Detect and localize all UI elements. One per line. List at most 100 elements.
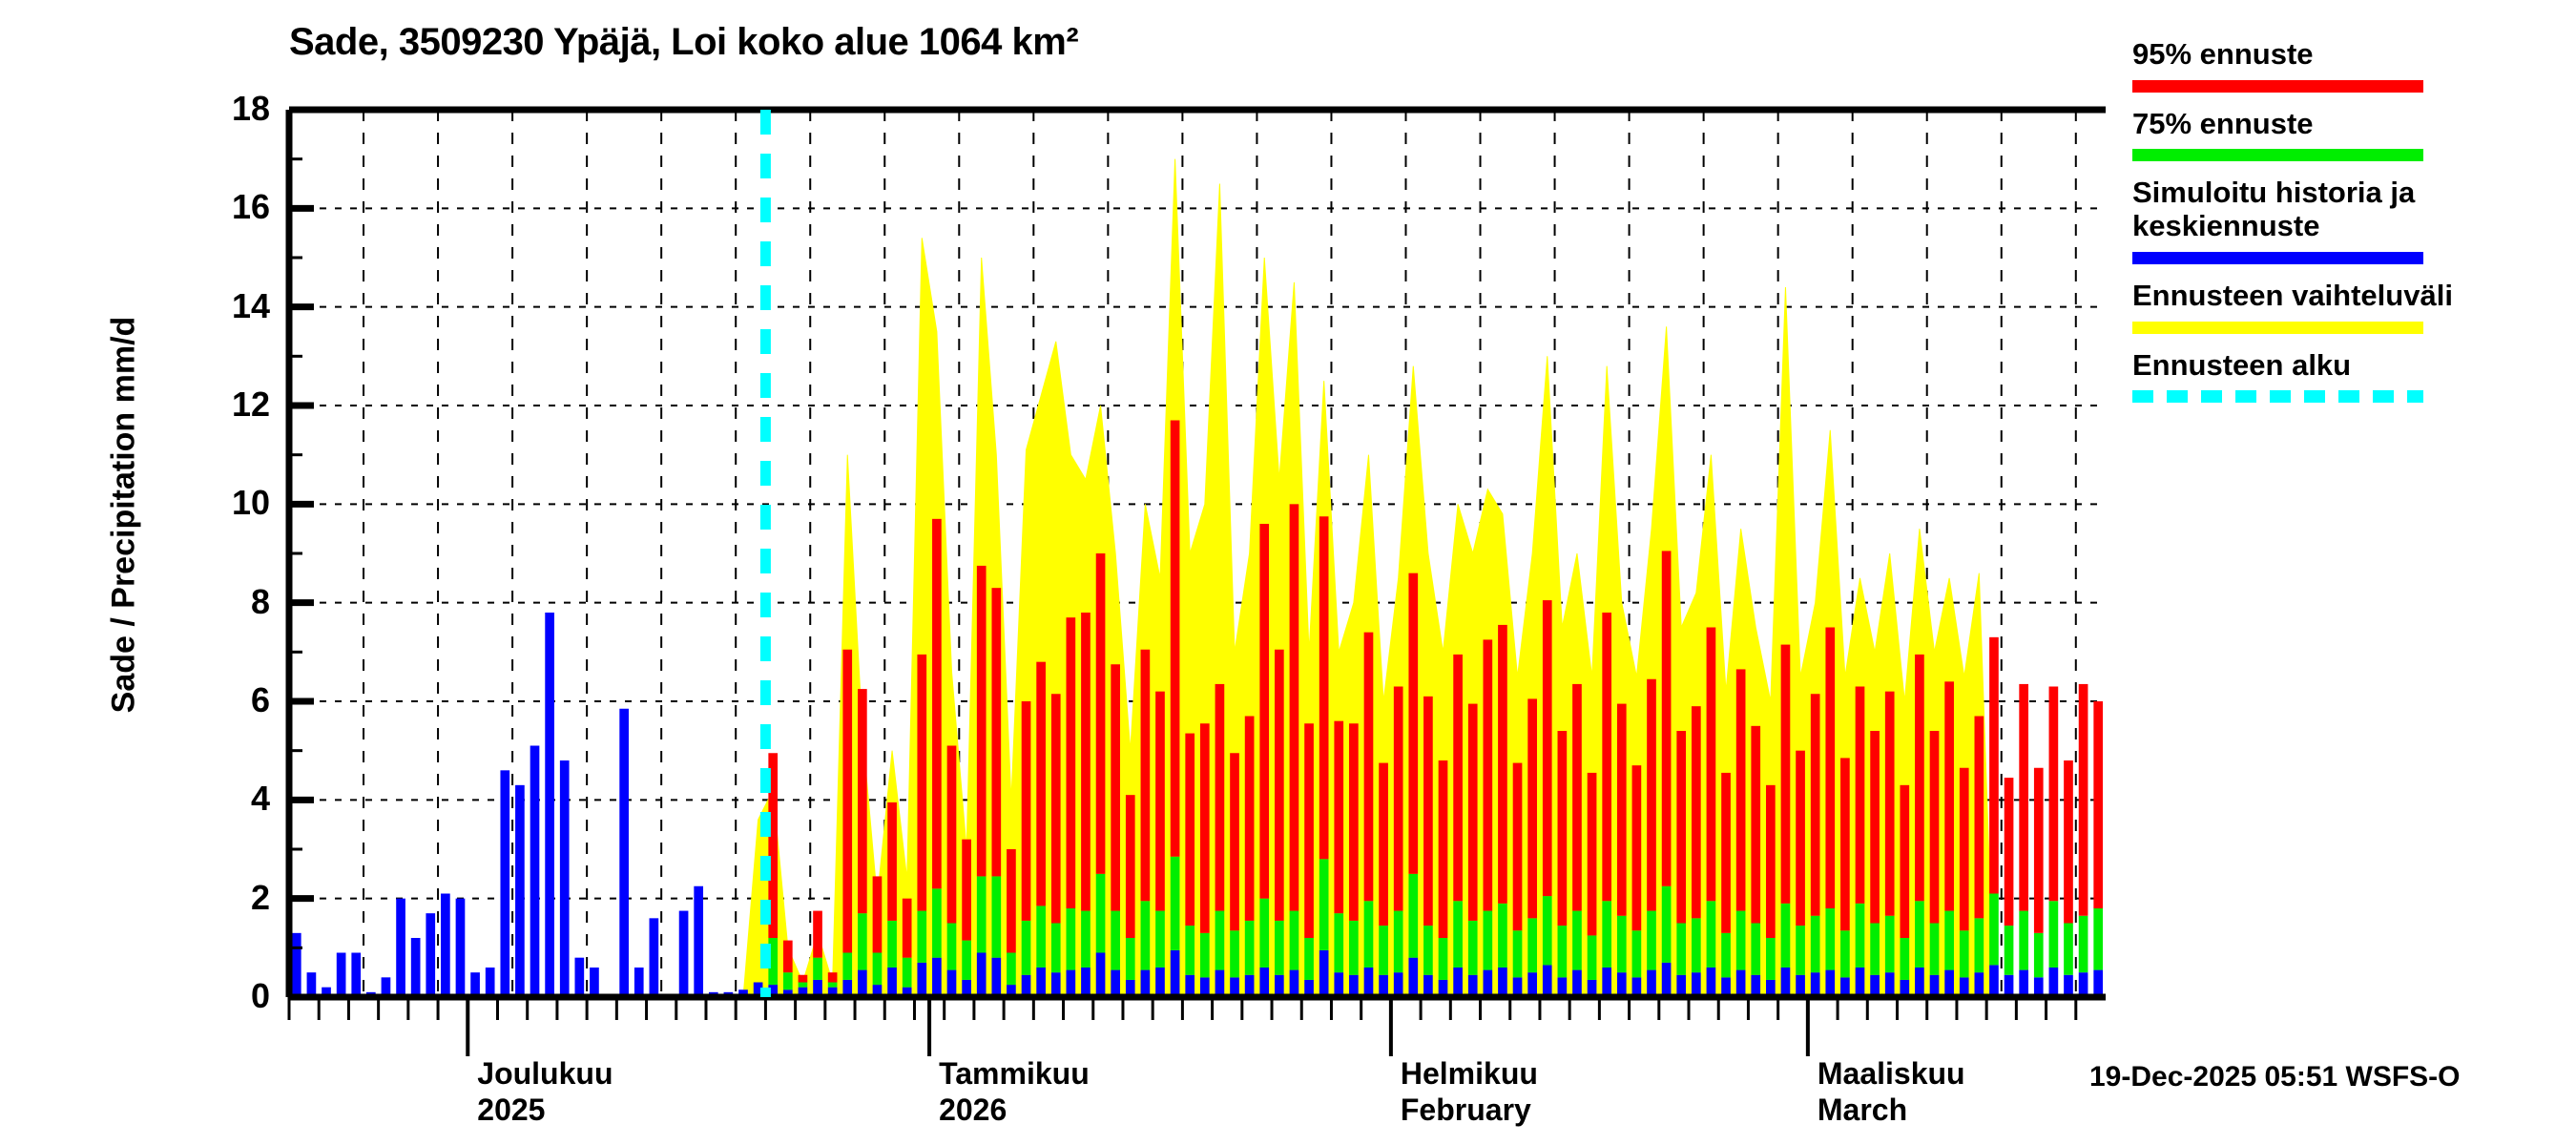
bar-segment (1587, 935, 1597, 980)
bar-segment (1259, 968, 1270, 997)
bar-segment (1855, 968, 1865, 997)
bar-segment (1706, 901, 1716, 968)
bar-segment (1453, 968, 1463, 997)
bar-segment (1884, 915, 1895, 973)
bar-segment (1884, 972, 1895, 997)
bar-segment (1185, 733, 1195, 926)
bar-segment (1259, 898, 1270, 968)
bar-segment (1721, 977, 1731, 997)
bar-segment (887, 968, 897, 997)
bar-segment (1438, 760, 1448, 938)
bar-segment (1661, 885, 1672, 963)
bar-segment (1349, 974, 1359, 997)
bar-segment (1438, 938, 1448, 980)
bar-segment (1512, 930, 1523, 978)
legend-swatch (2132, 321, 2423, 334)
bar-segment (1735, 910, 1746, 970)
bar-segment (1527, 698, 1537, 919)
bar-segment (500, 770, 510, 997)
bar-segment (1379, 762, 1388, 926)
y-axis-tick-label: 14 (231, 285, 270, 325)
bar-segment (1616, 703, 1627, 916)
bar-segment (485, 968, 495, 997)
bar-segment (1155, 691, 1165, 911)
bar-segment (351, 952, 362, 997)
bar-segment (887, 920, 897, 968)
bar-segment (917, 910, 927, 963)
bar-segment (1259, 524, 1270, 899)
bar-segment (1676, 731, 1687, 924)
bar-segment (738, 989, 748, 997)
bar-segment (1155, 968, 1165, 997)
bar-segment (1944, 681, 1954, 911)
bar-segment (976, 876, 987, 953)
bar-segment (1021, 974, 1031, 997)
bar-segment (590, 968, 599, 997)
bar-segment (1050, 694, 1061, 924)
bar-segment (1379, 926, 1388, 975)
x-axis-month-label: Joulukuu 2025 (477, 1056, 613, 1129)
bar-segment (1587, 772, 1597, 936)
bar-segment (1021, 920, 1031, 975)
bar-segment (2064, 974, 2073, 997)
bar-segment (470, 972, 480, 997)
bar-segment (1631, 765, 1642, 931)
bar-segment (991, 876, 1002, 958)
bar-segment (1467, 974, 1478, 997)
bar-segment (1155, 910, 1165, 968)
bar-segment (827, 982, 838, 988)
bar-segment (1661, 551, 1672, 886)
bar-segment (1602, 901, 1612, 968)
bar-segment (1825, 969, 1836, 997)
bar-segment (1766, 784, 1776, 938)
bar-segment (1274, 974, 1284, 997)
bar-segment (1944, 910, 1954, 970)
bar-segment (753, 982, 763, 997)
bar-segment (1796, 974, 1805, 997)
bar-segment (1066, 908, 1076, 970)
bar-segment (1900, 784, 1910, 938)
bar-segment (1140, 649, 1151, 902)
bar-segment (813, 979, 822, 997)
bar-segment (1483, 910, 1493, 970)
bar-segment (1989, 965, 1999, 997)
bar-segment (1766, 938, 1776, 980)
bar-segment (946, 969, 957, 997)
bar-segment (1542, 600, 1552, 897)
bar-segment (441, 893, 450, 997)
bar-segment (1855, 686, 1865, 904)
bar-segment (1616, 915, 1627, 973)
bar-segment (1989, 893, 1999, 966)
bar-segment (902, 957, 912, 988)
bar-segment (1185, 974, 1195, 997)
bar-segment (976, 952, 987, 997)
bar-segment (1691, 972, 1701, 997)
bar-segment (1825, 627, 1836, 908)
bar-segment (1036, 906, 1046, 968)
bar-segment (1915, 654, 1924, 902)
bar-segment (515, 784, 525, 997)
month-label-fi: Joulukuu (477, 1056, 613, 1091)
bar-segment (2004, 974, 2014, 997)
bar-segment (2048, 686, 2059, 902)
bar-segment (1647, 910, 1656, 970)
bar-segment (1929, 923, 1940, 975)
bar-segment (1557, 926, 1568, 978)
bar-segment (1691, 706, 1701, 919)
bar-segment (1676, 923, 1687, 975)
bar-segment (1334, 913, 1344, 973)
bar-segment (991, 588, 1002, 877)
bar-segment (1363, 632, 1374, 902)
bar-segment (1557, 731, 1568, 926)
bar-segment (1081, 968, 1091, 997)
bar-segment (1007, 985, 1016, 997)
bar-segment (634, 968, 644, 997)
bar-segment (1870, 731, 1880, 924)
bar-segment (1274, 649, 1284, 921)
bar-segment (1661, 962, 1672, 997)
bar-segment (410, 938, 421, 997)
bar-segment (1066, 969, 1076, 997)
bar-segment (2078, 915, 2088, 973)
bar-segment (962, 979, 971, 997)
bar-segment (1602, 613, 1612, 902)
